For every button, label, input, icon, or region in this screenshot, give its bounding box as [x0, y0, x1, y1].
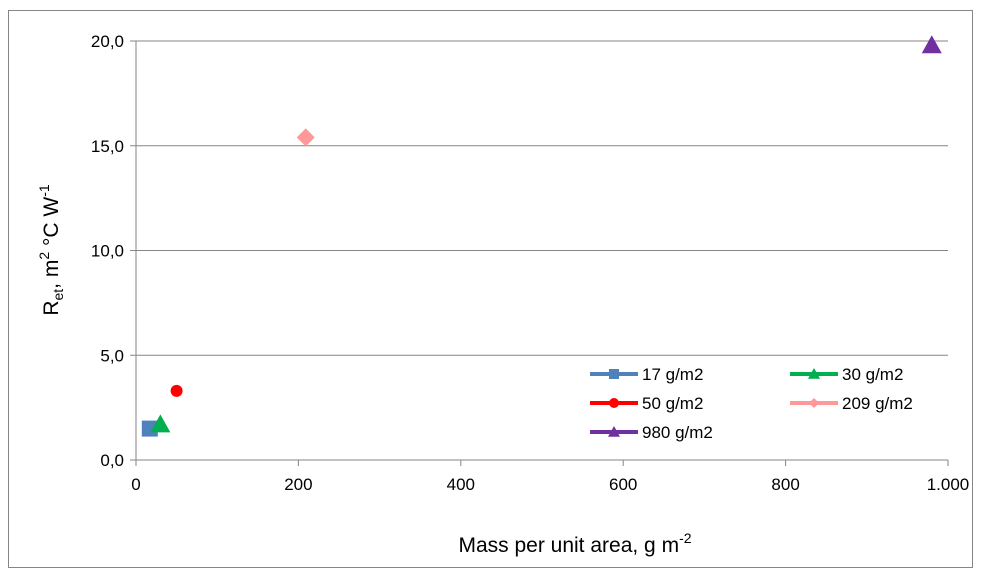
- legend: 17 g/m2 30 g/m2 50 g/m2 209 g/m2 980 g/m2: [590, 365, 913, 442]
- data-points: [141, 35, 942, 437]
- data-point-series-5: [921, 35, 942, 54]
- legend-marker: [808, 368, 820, 379]
- chart-frame: [8, 10, 973, 568]
- data-point-series-4: [296, 128, 315, 147]
- y-tick-label: 10,0: [91, 242, 124, 261]
- legend-label: 50 g/m2: [642, 394, 703, 413]
- legend-entry: 209 g/m2: [790, 394, 913, 413]
- legend-label: 17 g/m2: [642, 365, 703, 384]
- legend-marker: [609, 398, 619, 408]
- legend-label: 30 g/m2: [842, 365, 903, 384]
- data-point-series-3: [170, 384, 183, 397]
- y-tick-label: 5,0: [100, 346, 124, 365]
- data-point-series-2: [150, 414, 171, 433]
- y-tick-label: 0,0: [100, 451, 124, 470]
- data-point-series-1: [141, 420, 158, 437]
- legend-entry: 980 g/m2: [590, 423, 713, 442]
- x-axis-title: Mass per unit area, g m-2: [458, 530, 691, 557]
- x-tick-label: 200: [284, 475, 312, 494]
- tick-labels: 0,0 5,0 10,0 15,0 20,0 0 200 400 600 800 1.000: [91, 32, 969, 494]
- y-axis-title: Ret, m2 °C W-1: [36, 184, 66, 316]
- gridlines: [136, 40, 948, 356]
- x-tick-label: 1.000: [927, 475, 970, 494]
- legend-label: 209 g/m2: [842, 394, 913, 413]
- legend-entry: 50 g/m2: [590, 394, 703, 413]
- legend-entry: 17 g/m2: [590, 365, 703, 384]
- legend-label: 980 g/m2: [642, 423, 713, 442]
- legend-entry: 30 g/m2: [790, 365, 903, 384]
- x-tick-label: 400: [447, 475, 475, 494]
- y-tick-label: 20,0: [91, 32, 124, 51]
- axes: [130, 40, 949, 466]
- legend-marker: [609, 369, 619, 379]
- y-tick-label: 15,0: [91, 137, 124, 156]
- legend-marker: [809, 398, 819, 408]
- legend-marker: [608, 426, 620, 437]
- x-tick-label: 600: [609, 475, 637, 494]
- x-tick-label: 0: [131, 475, 140, 494]
- x-tick-label: 800: [771, 475, 799, 494]
